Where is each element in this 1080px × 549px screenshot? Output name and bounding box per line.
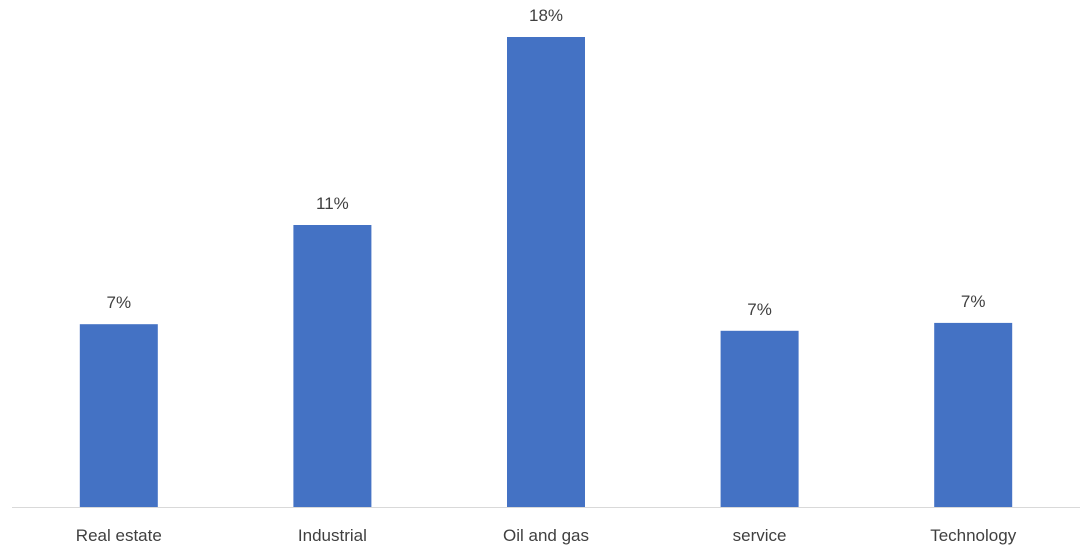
data-label-industrial: 11% <box>316 194 349 213</box>
x-tick-label-technology: Technology <box>930 526 1017 545</box>
x-tick-label-industrial: Industrial <box>298 526 367 545</box>
x-tick-label-real-estate: Real estate <box>76 526 162 545</box>
data-label-real-estate: 7% <box>107 293 132 312</box>
bar-technology <box>934 322 1013 507</box>
x-tick-label-oil-and-gas: Oil and gas <box>503 526 589 545</box>
bar-service <box>720 330 799 508</box>
data-label-oil-and-gas: 18% <box>529 6 563 25</box>
data-label-service: 7% <box>747 300 772 319</box>
bars-group <box>79 37 1013 508</box>
bar-industrial <box>293 225 372 507</box>
bar-real-estate <box>79 324 158 507</box>
data-label-technology: 7% <box>961 292 986 311</box>
x-tick-labels-group: Real estate Industrial Oil and gas service T… <box>76 526 1017 545</box>
data-labels-group: 7% 11% 18% 7% 7% <box>107 6 986 319</box>
bar-oil-and-gas <box>507 37 585 507</box>
x-tick-label-service: service <box>733 526 787 545</box>
